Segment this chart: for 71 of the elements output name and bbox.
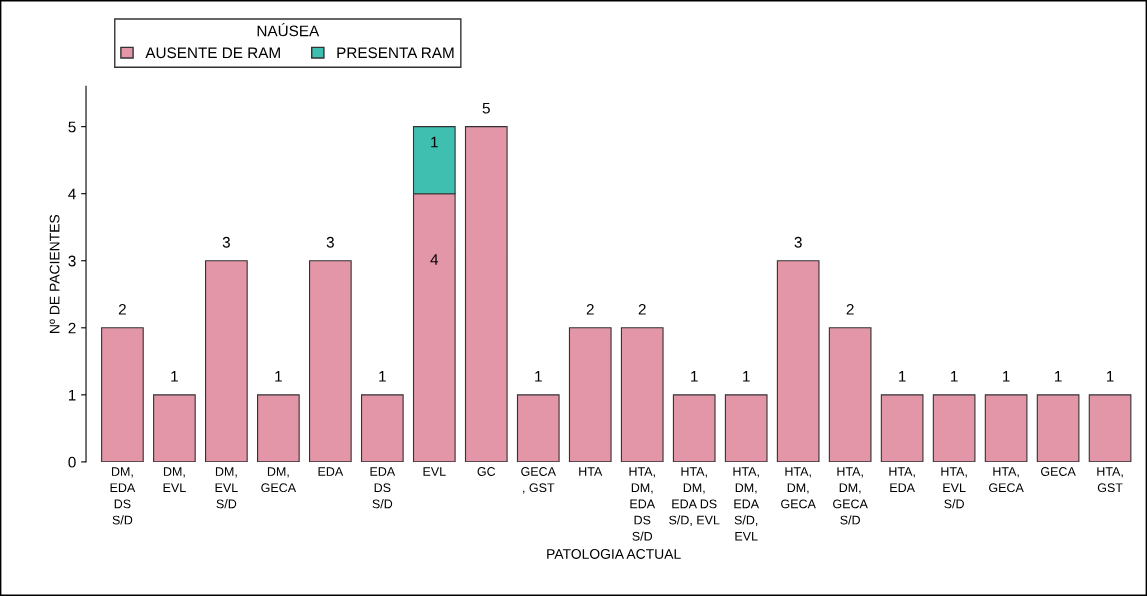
bar [776,260,820,462]
legend-title: NAÚSEA [257,22,320,37]
bar [464,126,508,462]
data-label: 2 [846,303,854,315]
legend-label: PRESENTA RAM [337,47,454,59]
bar [101,327,144,462]
data-label: 1 [171,371,178,382]
x-tick-label: GECA [1041,467,1076,476]
data-label: 1 [951,371,958,382]
data-label: 3 [326,236,334,248]
x-tick-label: DM, EVL [163,467,186,492]
legend-label: AUSENTE DE RAM [145,47,280,59]
bar [724,394,768,462]
x-tick-label: HTA, EDA [889,467,915,492]
x-tick-label: HTA, DM, GECA [781,467,816,509]
bar [828,327,872,462]
bar [205,260,248,462]
x-tick-label: EVL [423,467,446,476]
data-label: 2 [118,303,126,315]
x-axis-title: PATOLOGIA ACTUAL [547,549,681,559]
x-tick-label: EDA [318,467,344,476]
x-tick-label: HTA, EVL S/D [941,467,967,509]
y-axis-title: Nº DE PACIENTES [49,214,60,333]
bar [1036,394,1080,462]
x-tick-label: DM, GECA [261,467,297,493]
bar [257,394,300,462]
data-label: 3 [794,236,802,248]
data-label: 4 [430,254,439,265]
data-label: 1 [743,371,750,382]
x-tick-label: GC [477,467,496,476]
data-label: 1 [1106,371,1114,382]
bar [568,327,612,462]
y-tick-label: 4 [68,188,76,200]
data-label: 2 [638,303,646,315]
data-label: 1 [535,371,542,382]
y-tick-label: 2 [68,322,76,334]
x-tick-label: HTA, DM, EDA DS S/D, EVL [669,467,720,526]
data-label: 3 [222,236,230,248]
y-tick-label: 5 [68,121,76,133]
data-label: 1 [691,371,698,382]
y-tick-label: 3 [68,255,76,267]
bar [672,394,716,462]
bar [360,394,404,462]
x-tick-label: HTA, DM, EDA S/D, EVL [733,467,760,541]
x-tick-label: HTA, DM, EDA DS S/D [629,467,656,541]
bar [620,327,664,462]
y-tick-label: 1 [68,389,76,401]
data-label: 1 [379,371,386,382]
data-label: 1 [431,136,438,148]
data-label: 1 [1003,371,1010,382]
x-tick-label: DM, EVL S/D [215,467,238,509]
x-tick-label: HTA, GECA [989,467,1024,493]
bar [984,394,1028,462]
bar [880,394,924,462]
y-tick-label: 0 [68,456,76,468]
bar [932,394,976,462]
data-label: 1 [275,371,282,382]
data-label: 5 [482,102,490,114]
bar [153,394,196,462]
data-label: 1 [1055,371,1062,382]
bar [308,260,352,462]
bar [1088,394,1132,462]
x-tick-label: HTA, GST [1097,467,1123,493]
bar [516,394,560,462]
data-label: 1 [899,371,906,382]
x-tick-label: GECA , GST [521,467,556,494]
data-label: 2 [586,303,594,315]
x-tick-label: EDA DS S/D [370,467,396,509]
x-tick-label: DM, EDA DS S/D [110,467,136,525]
x-tick-label: HTA [579,467,603,476]
x-tick-label: HTA, DM, GECA S/D [833,467,868,525]
